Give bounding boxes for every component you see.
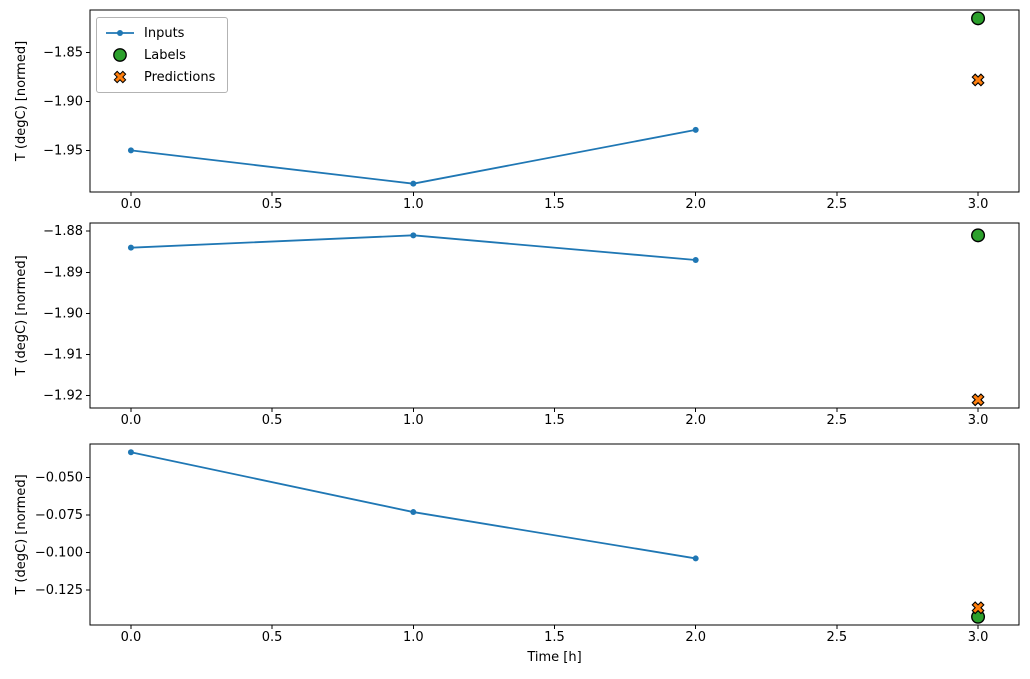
y-tick-label: −1.89 [43,265,83,280]
x-tick-label: 1.0 [403,197,424,212]
x-tick-label: 1.0 [403,630,424,645]
x-tick-label: 3.0 [968,413,989,428]
legend-label-inputs: Inputs [144,25,185,41]
x-tick-label: 0.5 [262,413,283,428]
inputs-point [692,126,699,133]
legend: Inputs Labels Predictions [96,17,229,93]
x-tick-label: 0.0 [121,630,142,645]
inputs-point [410,509,417,516]
legend-item-predictions: Predictions [104,67,215,87]
y-tick-label: −1.91 [43,348,83,363]
y-tick-label: −1.90 [43,94,83,109]
y-axis-label: T (degC) [normed] [14,474,29,595]
prediction-marker [971,73,985,87]
inputs-point [127,244,134,251]
y-axis-label: T (degC) [normed] [14,255,29,376]
x-tick-label: 2.0 [685,630,706,645]
y-axis-label: T (degC) [normed] [14,41,29,162]
y-tick-label: −1.88 [43,224,83,239]
inputs-point [410,232,417,239]
legend-item-inputs: Inputs [104,23,215,43]
y-tick-label: −0.100 [35,545,83,560]
x-tick-label: 2.5 [827,413,848,428]
legend-item-labels: Labels [104,45,215,65]
inputs-point [127,147,134,154]
y-tick-label: −1.95 [43,143,83,158]
x-tick-label: 2.0 [685,413,706,428]
x-axis-label: Time [h] [526,650,581,665]
x-tick-label: 0.5 [262,630,283,645]
inputs-point [692,257,699,263]
subplot-3: 0.0 0.5 1.0 1.5 2.0 2.5 3.0 −0.050 −0.075 −0.100 −… [14,443,1020,665]
subplot-2: 0.0 0.5 1.0 1.5 2.0 2.5 3.0 −1.88 −1.89 −1.90 −1.9… [14,222,1020,428]
axes-frame [89,9,1020,193]
y-tick-label: −0.075 [35,508,83,523]
x-tick-label: 2.5 [827,197,848,212]
inputs-point [127,449,134,456]
inputs-line [130,234,696,261]
y-tick-label: −1.92 [43,389,83,404]
subplot-1: 0.0 0.5 1.0 1.5 2.0 2.5 3.0 −1.85 −1.90 −1.95 T (d… [14,9,1020,212]
x-tick-label: 3.0 [968,197,989,212]
y-tick-label: −1.90 [43,306,83,321]
x-tick-label: 0.0 [121,197,142,212]
x-tick-label: 2.5 [827,630,848,645]
x-tick-label: 0.5 [262,197,283,212]
x-tick-label: 1.0 [403,413,424,428]
x-tick-label: 1.5 [544,197,565,212]
label-marker [971,228,986,243]
y-tick-label: −0.125 [35,583,83,598]
x-tick-label: 1.5 [544,630,565,645]
x-tick-label: 3.0 [968,630,989,645]
x-tick-label: 2.0 [685,197,706,212]
inputs-point [692,555,699,562]
x-tick-label: 0.0 [121,413,142,428]
legend-label-predictions: Predictions [144,69,216,85]
y-tick-label: −0.050 [35,471,83,486]
axes-frame [89,222,1020,409]
y-tick-label: −1.85 [43,46,83,61]
predictions-x-icon [113,70,127,84]
inputs-line-icon [106,30,134,36]
prediction-marker [971,393,985,407]
inputs-line [130,451,696,560]
prediction-marker [971,601,985,615]
label-marker [971,11,986,26]
labels-circle-icon [113,48,127,62]
inputs-line [130,128,696,185]
x-tick-label: 1.5 [544,413,565,428]
legend-label-labels: Labels [144,47,186,63]
inputs-point [410,180,417,187]
